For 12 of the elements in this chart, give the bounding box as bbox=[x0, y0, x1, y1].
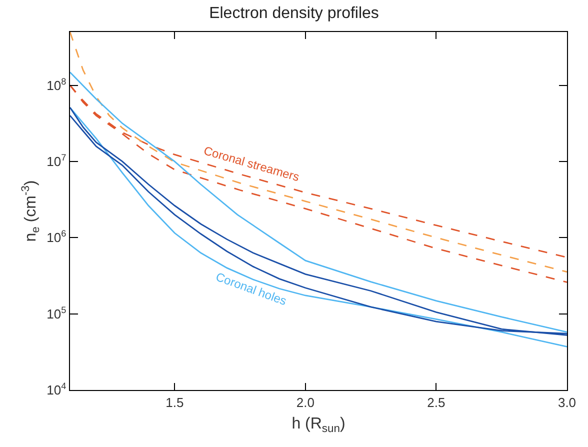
x-tick-label: 2.0 bbox=[296, 394, 314, 410]
chart-title: Electron density profiles bbox=[209, 4, 379, 22]
y-tick-label: 10$^{6}$ bbox=[46, 228, 66, 246]
annotation: Coronal streamers bbox=[202, 144, 301, 184]
x-axis-title: h (R$_{sun}$) bbox=[292, 415, 346, 435]
y-tick-label: 10$^{7}$ bbox=[46, 152, 66, 169]
y-tick-label: 10$^{8}$ bbox=[46, 76, 66, 93]
y-tick-label: 10$^{5}$ bbox=[46, 304, 66, 322]
x-tick-label: 1.5 bbox=[166, 394, 184, 410]
x-tick-label: 3.0 bbox=[558, 394, 576, 410]
y-tick-label: 10$^{4}$ bbox=[46, 381, 66, 398]
x-tick-label: 2.5 bbox=[427, 394, 446, 410]
